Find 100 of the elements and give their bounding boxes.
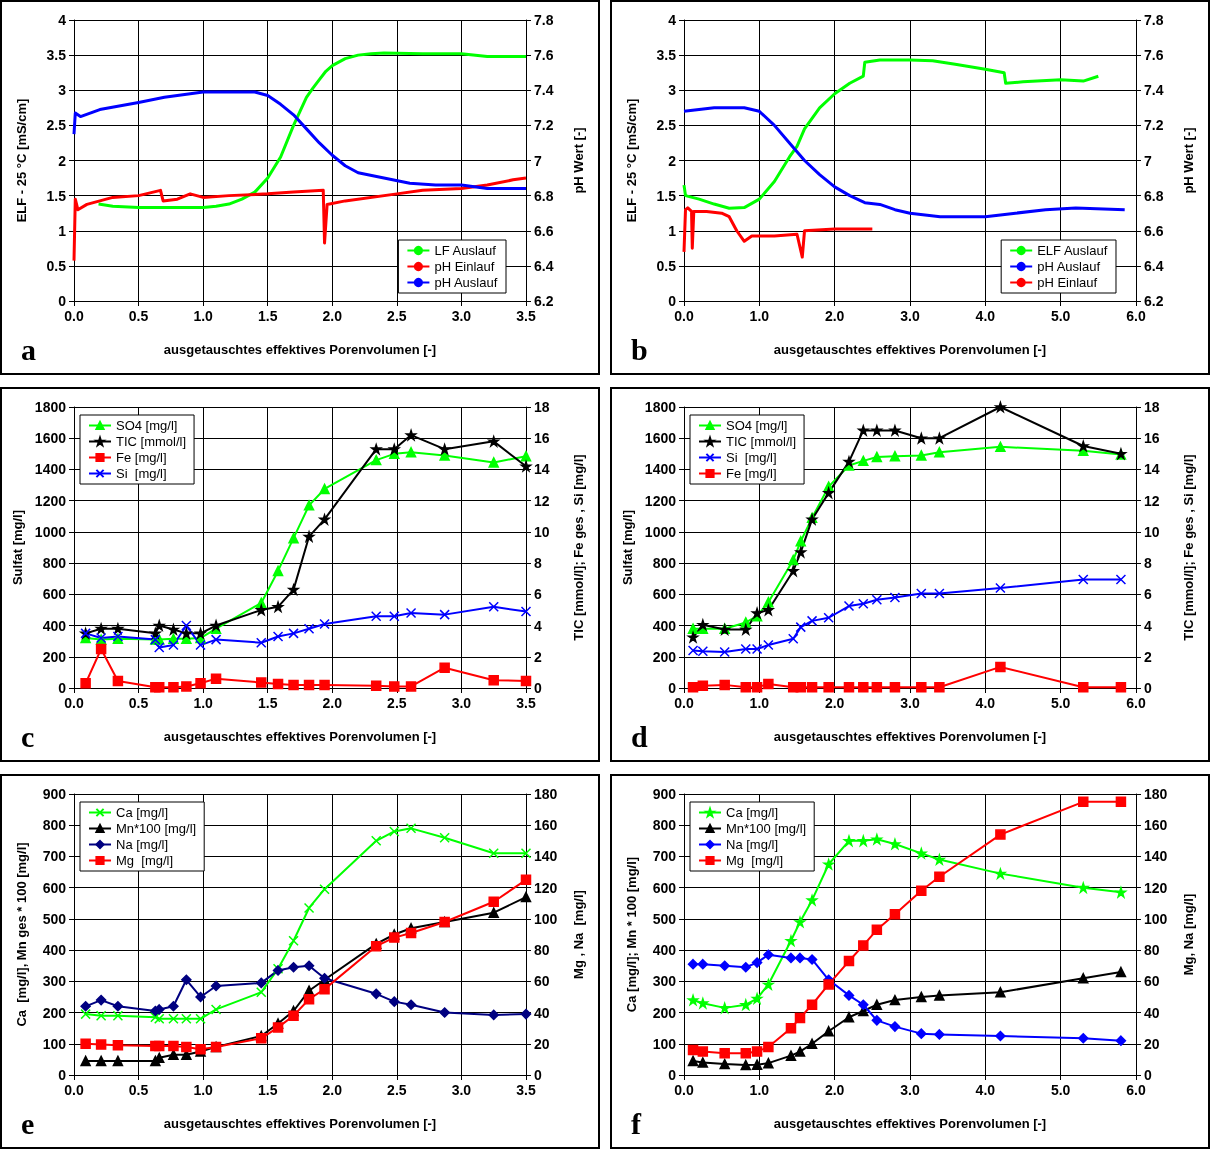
y-tick-label: 0: [58, 680, 67, 696]
y-tick-label: 800: [42, 555, 67, 572]
y2-tick-label: 6.2: [1144, 293, 1164, 309]
x-tick-label: 3.0: [451, 308, 472, 324]
y2-tick-label: 10: [534, 523, 550, 540]
legend-label: Mn*100 [mg/l]: [726, 821, 807, 836]
y2-tick-label: 8: [1144, 555, 1152, 572]
y2-tick-label: 60: [534, 973, 550, 990]
y-tick-label: 400: [652, 617, 677, 634]
y-tick-label: 200: [42, 648, 67, 665]
legend-label: Ca [mg/l]: [726, 805, 779, 820]
y2-tick-label: 12: [1144, 492, 1160, 509]
x-axis-title: ausgetauschtes effektives Porenvolumen [-]: [163, 729, 437, 744]
x-axis-title: ausgetauschtes effektives Porenvolumen [-]: [773, 729, 1047, 744]
y-axis-title: ELF - 25 °C [mS/cm]: [624, 98, 639, 223]
x-tick-label: 5.0: [1050, 308, 1071, 324]
text: e: [21, 1106, 35, 1140]
legend-label: Mg [mg/l]: [726, 853, 784, 868]
y-tick-label: 200: [652, 648, 677, 665]
text: a: [21, 332, 36, 366]
y-tick-label: 1: [668, 222, 677, 239]
text: b: [631, 332, 648, 366]
legend-label: Si [mg/l]: [726, 450, 777, 465]
y2-axis-title: pH Wert [-]: [1181, 127, 1196, 194]
x-tick-label: 2.0: [824, 695, 845, 711]
y-tick-label: 100: [42, 1035, 67, 1052]
x-tick-label: 3.0: [451, 1082, 472, 1098]
x-tick-label: 0.5: [128, 308, 149, 324]
y-tick-label: 800: [42, 817, 67, 834]
x-tick-label: 2.0: [322, 308, 343, 324]
y-tick-label: 800: [652, 555, 677, 572]
legend-label: Mn*100 [mg/l]: [116, 821, 197, 836]
y2-tick-label: 6: [534, 586, 542, 603]
y-tick-label: 1600: [644, 430, 677, 447]
x-tick-label: 3.0: [900, 308, 920, 324]
x-tick-label: 1.0: [749, 1082, 770, 1098]
y-tick-label: 400: [652, 942, 677, 959]
y2-tick-label: 6.6: [1144, 222, 1164, 239]
y-tick-label: 1000: [34, 523, 67, 540]
y2-tick-label: 7.6: [534, 47, 554, 64]
legend-label: Fe [mg/l]: [726, 466, 777, 481]
x-tick-label: 1.5: [257, 308, 278, 324]
y-tick-label: 3.5: [656, 47, 677, 64]
y-axis-title: ELF - 25 °C [mS/cm]: [14, 98, 29, 223]
legend-label: Si [mg/l]: [116, 466, 167, 481]
y2-tick-label: 7: [1144, 152, 1152, 169]
x-tick-label: 0.0: [674, 695, 694, 711]
y2-tick-label: 120: [1144, 879, 1168, 896]
y-tick-label: 0: [58, 1067, 67, 1083]
y-tick-label: 4: [58, 12, 67, 28]
y-tick-label: 700: [652, 848, 677, 865]
x-axis-title: ausgetauschtes effektives Porenvolumen [-]: [163, 1116, 437, 1131]
text: f: [631, 1106, 642, 1140]
y-tick-label: 1800: [34, 399, 67, 415]
y-tick-label: 2.5: [46, 117, 67, 134]
x-tick-label: 1.5: [257, 695, 278, 711]
y-tick-label: 1.5: [656, 187, 677, 204]
legend-label: pH Einlauf: [434, 259, 495, 274]
y2-tick-label: 180: [534, 786, 558, 802]
y-tick-label: 600: [652, 879, 677, 896]
x-tick-label: 1.0: [193, 695, 214, 711]
y2-tick-label: 16: [534, 430, 550, 447]
x-tick-label: 6.0: [1126, 1082, 1146, 1098]
y2-tick-label: 7.4: [534, 82, 554, 99]
y2-axis-title: Mg , Na [mg/l]: [571, 890, 586, 979]
y2-tick-label: 7.6: [1144, 47, 1164, 64]
y2-tick-label: 0: [1144, 680, 1152, 696]
y2-tick-label: 18: [1144, 399, 1160, 415]
y2-tick-label: 6.4: [534, 257, 554, 274]
y-tick-label: 600: [42, 879, 67, 896]
y-tick-label: 4: [668, 12, 677, 28]
y-tick-label: 400: [42, 617, 67, 634]
y-tick-label: 1400: [644, 461, 677, 478]
x-tick-label: 0.0: [64, 1082, 84, 1098]
y2-tick-label: 14: [534, 461, 550, 478]
y-tick-label: 2: [58, 152, 67, 169]
y2-axis-title: pH Wert [-]: [571, 127, 586, 194]
y2-axis-title: TIC [mmol/l]; Fe ges , Si [mg/l]: [571, 454, 586, 641]
y2-tick-label: 80: [534, 942, 550, 959]
x-tick-label: 1.0: [193, 1082, 214, 1098]
y2-tick-label: 120: [534, 879, 558, 896]
x-tick-label: 4.0: [975, 695, 996, 711]
x-tick-label: 2.0: [824, 308, 845, 324]
y2-tick-label: 140: [1144, 848, 1168, 865]
y-tick-label: 800: [652, 817, 677, 834]
y2-tick-label: 6.8: [1144, 187, 1164, 204]
y-tick-label: 3: [58, 82, 67, 99]
y2-tick-label: 6.4: [1144, 257, 1164, 274]
text: d: [631, 719, 648, 753]
y-tick-label: 300: [652, 973, 677, 990]
y-tick-label: 500: [652, 910, 677, 927]
x-tick-label: 0.0: [64, 308, 84, 324]
y2-tick-label: 160: [1144, 817, 1168, 834]
x-tick-label: 6.0: [1126, 695, 1146, 711]
legend-label: Ca [mg/l]: [116, 805, 169, 820]
x-axis-title: ausgetauschtes effektives Porenvolumen [-]: [773, 342, 1047, 357]
y2-tick-label: 100: [534, 910, 558, 927]
y2-tick-label: 7.8: [1144, 12, 1164, 28]
y-tick-label: 600: [652, 586, 677, 603]
x-tick-label: 5.0: [1050, 695, 1071, 711]
